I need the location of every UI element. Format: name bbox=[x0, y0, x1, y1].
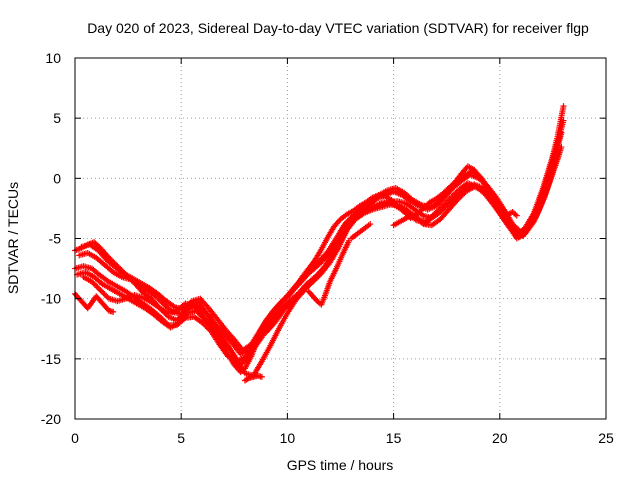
data-point bbox=[96, 285, 103, 292]
data-point bbox=[91, 281, 98, 288]
data-point bbox=[367, 221, 374, 228]
x-tick-label: 15 bbox=[386, 430, 402, 446]
x-tick-label: 0 bbox=[71, 430, 79, 446]
data-point bbox=[110, 308, 117, 315]
y-tick-label: -15 bbox=[41, 351, 61, 367]
data-point bbox=[323, 250, 330, 257]
data-point bbox=[93, 283, 100, 290]
series-arc-g bbox=[501, 209, 520, 223]
y-tick-label: 5 bbox=[53, 110, 61, 126]
tick-labels: 0 5 10 15 20 25 -20 -15 -10 -5 0 5 10 bbox=[41, 50, 614, 446]
data-point bbox=[206, 320, 213, 327]
series-track-6 bbox=[80, 151, 563, 379]
y-tick-label: 10 bbox=[45, 50, 61, 66]
series-arc-b bbox=[305, 237, 352, 308]
y-tick-label: -5 bbox=[49, 231, 62, 247]
data-point bbox=[453, 198, 460, 205]
data-point bbox=[298, 276, 305, 283]
data-points bbox=[72, 103, 567, 384]
x-axis-title: GPS time / hours bbox=[287, 457, 394, 473]
series-track-2 bbox=[72, 134, 563, 365]
y-tick-label: -10 bbox=[41, 291, 61, 307]
data-point bbox=[558, 144, 565, 151]
series-arc-f bbox=[241, 372, 265, 384]
series-arc-c bbox=[348, 221, 374, 242]
data-point bbox=[428, 213, 435, 220]
data-point bbox=[560, 103, 567, 110]
y-tick-label: 0 bbox=[53, 170, 61, 186]
data-point bbox=[94, 284, 101, 291]
x-tick-label: 25 bbox=[598, 430, 614, 446]
data-point bbox=[258, 373, 265, 380]
data-point bbox=[97, 287, 104, 294]
data-point bbox=[556, 151, 563, 158]
y-tick-label: -20 bbox=[41, 411, 61, 427]
data-point bbox=[101, 291, 108, 298]
data-point bbox=[100, 290, 107, 297]
series-track-4 bbox=[76, 117, 567, 358]
series-arc-a bbox=[72, 290, 117, 315]
x-tick-label: 10 bbox=[280, 430, 296, 446]
series-arc-d bbox=[390, 211, 435, 229]
x-tick-label: 20 bbox=[492, 430, 508, 446]
data-point bbox=[98, 288, 105, 295]
data-point bbox=[284, 301, 291, 308]
axis-ticks bbox=[74, 57, 607, 420]
data-point bbox=[103, 292, 110, 299]
x-tick-label: 5 bbox=[177, 430, 185, 446]
y-axis-title: SDTVAR / TECUs bbox=[5, 182, 21, 294]
chart-title: Day 020 of 2023, Sidereal Day-to-day VTE… bbox=[87, 20, 589, 36]
data-point bbox=[442, 191, 449, 198]
series-arc-e bbox=[263, 301, 291, 336]
series-track-1 bbox=[72, 129, 565, 376]
data-point bbox=[513, 212, 520, 219]
